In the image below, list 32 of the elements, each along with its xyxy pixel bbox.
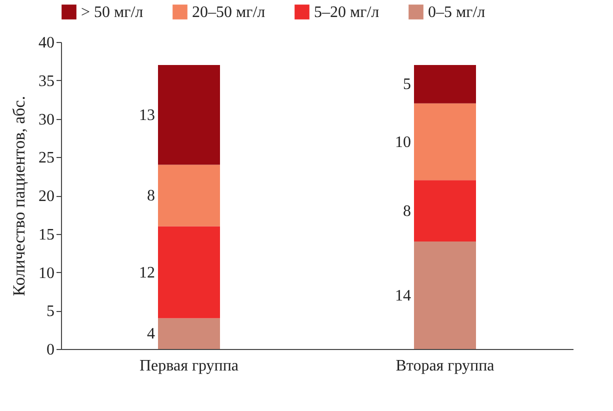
bar — [414, 242, 476, 349]
data-label: 8 — [147, 188, 155, 204]
bar — [414, 103, 476, 180]
data-label: 4 — [147, 326, 155, 343]
bar — [158, 226, 220, 318]
legend-label: 20–50 мг/л — [192, 4, 266, 21]
bar — [414, 65, 476, 104]
x-tick-label: Вторая группа — [396, 358, 494, 374]
y-tick-label: 10 — [38, 264, 54, 282]
legend-label: > 50 мг/л — [81, 4, 144, 21]
legend-label: 0–5 мг/л — [428, 4, 486, 21]
data-label: 5 — [403, 76, 411, 94]
data-label: 14 — [395, 287, 411, 304]
y-tick-label: 20 — [38, 188, 54, 205]
y-tick-label: 0 — [46, 342, 54, 358]
y-tick-label: 30 — [38, 111, 54, 128]
y-axis-title: Количество пациентов, абс. — [10, 96, 28, 296]
bar — [158, 65, 220, 165]
bar — [158, 318, 220, 349]
y-tick-label: 25 — [38, 150, 54, 167]
bar — [414, 180, 476, 242]
data-label: 8 — [403, 202, 411, 220]
bar — [158, 164, 220, 226]
data-label: 10 — [395, 134, 411, 151]
y-tick-label: 5 — [46, 303, 54, 320]
y-tick-label: 35 — [38, 72, 54, 90]
data-label: 13 — [139, 106, 155, 124]
legend-label: 5–20 мг/л — [314, 4, 380, 21]
x-tick-label: Первая группа — [139, 358, 239, 374]
data-label: 12 — [139, 264, 155, 282]
y-tick-label: 15 — [38, 226, 54, 244]
y-tick-label: 40 — [38, 34, 54, 52]
